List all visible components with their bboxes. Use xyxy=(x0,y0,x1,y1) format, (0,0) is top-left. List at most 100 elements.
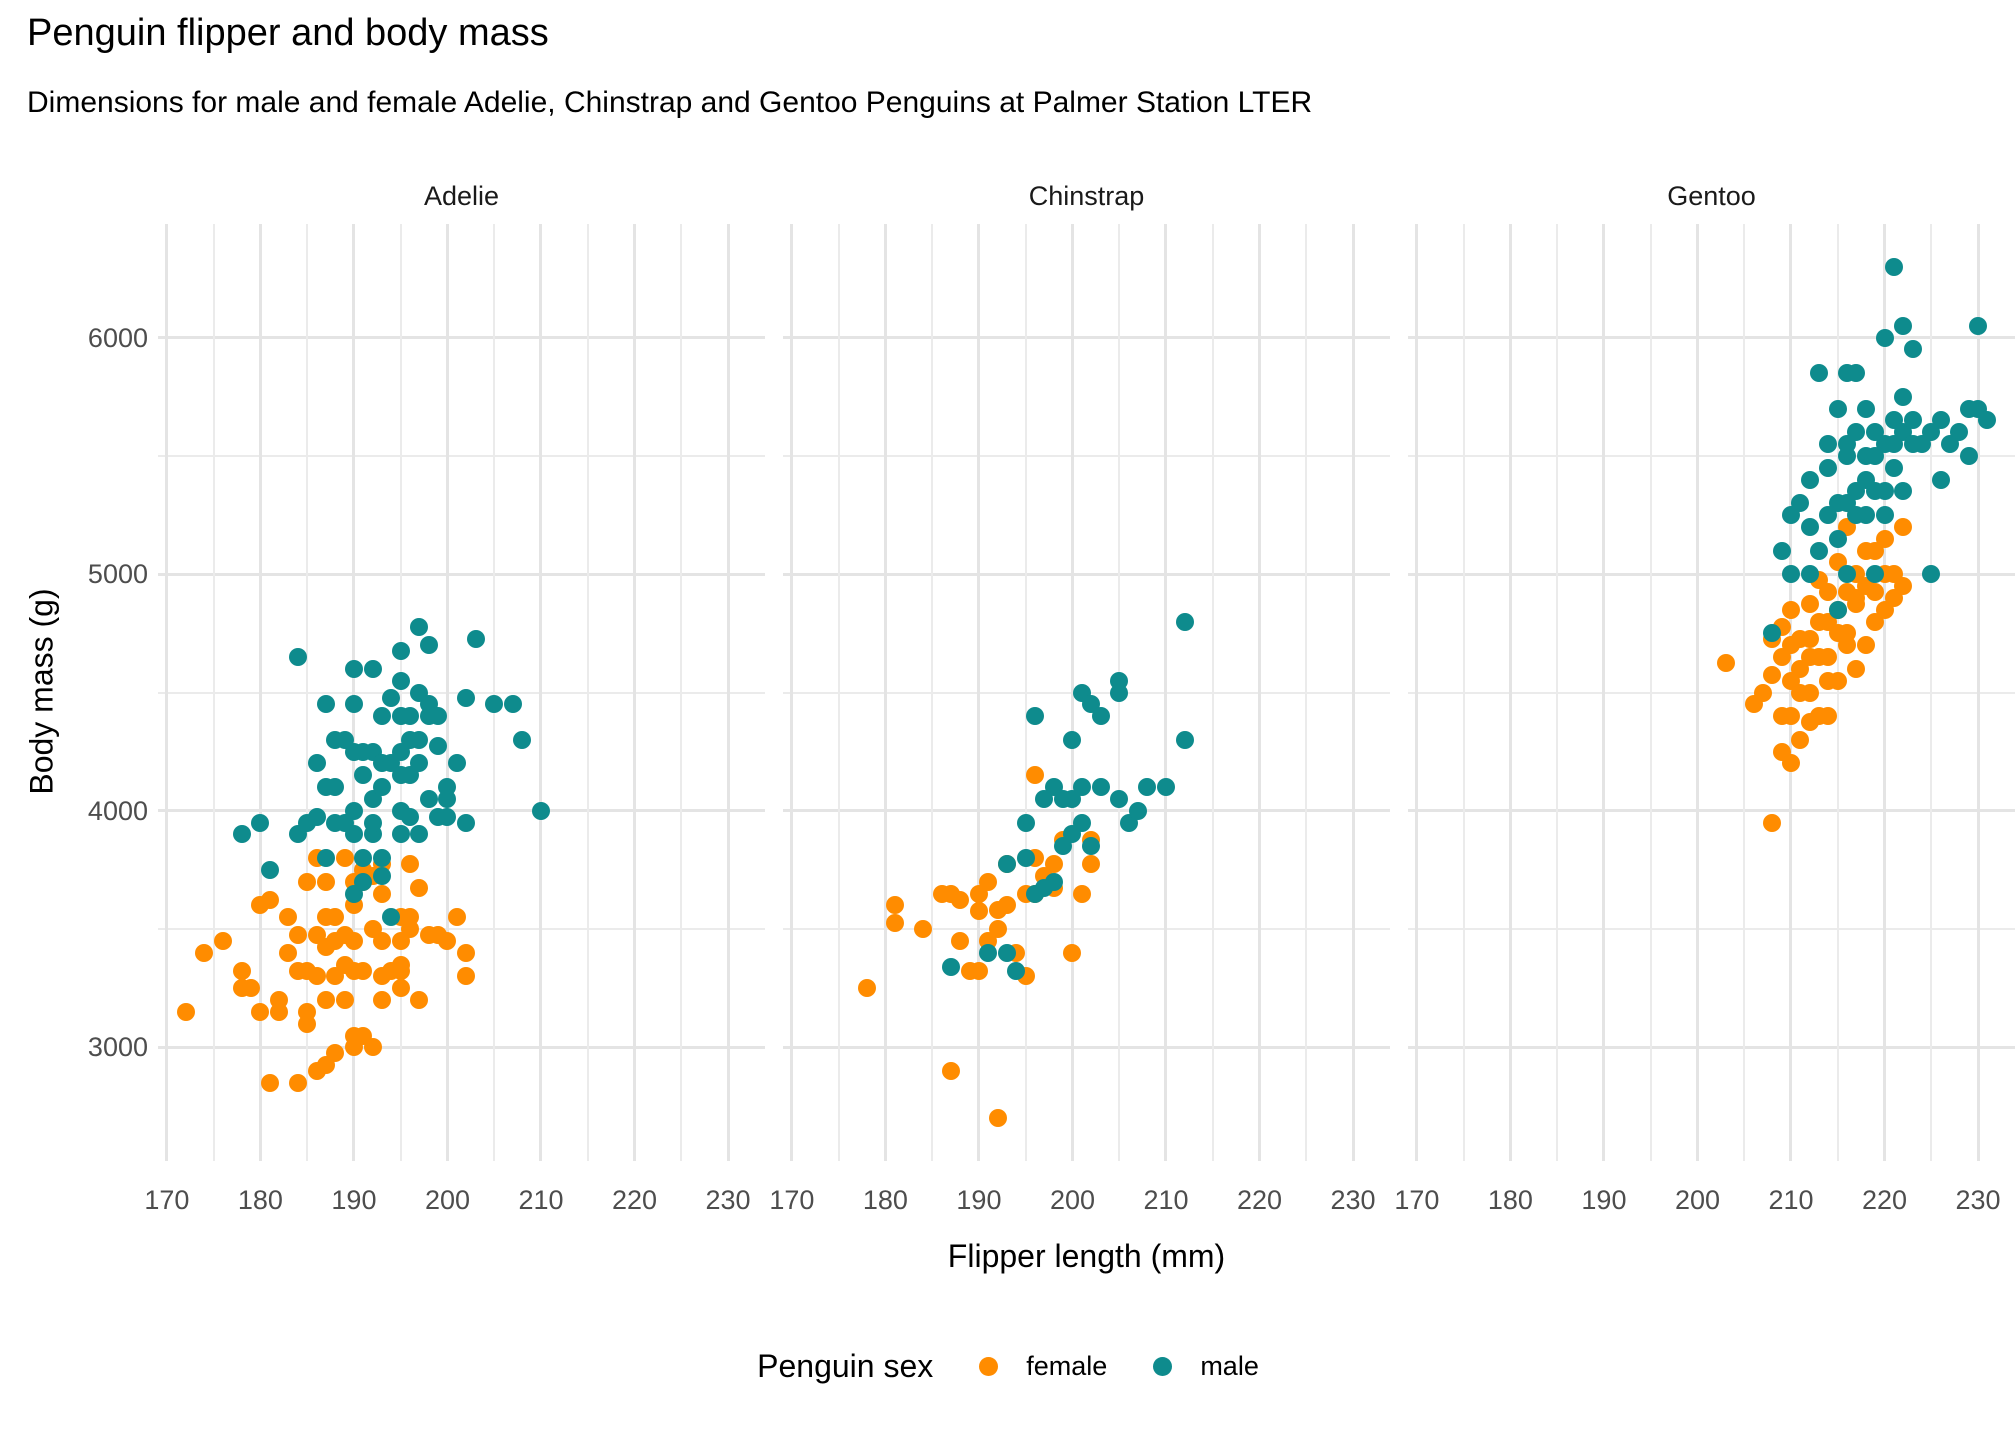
data-point-gentoo-male xyxy=(1894,387,1913,406)
data-point-adelie-male xyxy=(251,813,270,832)
data-point-gentoo-male xyxy=(1828,600,1847,619)
data-point-adelie-female xyxy=(195,943,214,962)
data-point-gentoo-female xyxy=(1800,594,1819,613)
x-tick-label: 180 xyxy=(862,1185,908,1215)
data-point-gentoo-female xyxy=(1800,683,1819,702)
data-point-chinstrap-female xyxy=(941,1062,960,1081)
data-point-adelie-male xyxy=(382,908,401,927)
data-point-adelie-male xyxy=(503,695,522,714)
x-tick-label: 170 xyxy=(769,1185,815,1215)
data-point-gentoo-male xyxy=(1847,423,1866,442)
data-point-gentoo-female xyxy=(1781,707,1800,726)
h-gridline xyxy=(1408,928,2015,931)
v-gridline xyxy=(790,224,794,1161)
data-point-chinstrap-male xyxy=(1044,872,1063,891)
data-point-gentoo-male xyxy=(1800,517,1819,536)
x-tick-label: 210 xyxy=(1143,1185,1189,1215)
h-gridline xyxy=(1408,572,2015,576)
h-gridline xyxy=(1408,336,2015,340)
data-point-gentoo-male xyxy=(1800,565,1819,584)
h-gridline xyxy=(158,1045,765,1049)
v-gridline xyxy=(931,224,934,1161)
data-point-adelie-male xyxy=(354,766,373,785)
data-point-gentoo-male xyxy=(1894,316,1913,335)
data-point-adelie-male xyxy=(401,807,420,826)
data-point-adelie-male xyxy=(307,754,326,773)
y-axis-title: Body mass (g) xyxy=(23,587,60,795)
x-tick-label: 230 xyxy=(1330,1185,1376,1215)
data-point-gentoo-male xyxy=(1931,411,1950,430)
facet-strip-chinstrap: Chinstrap xyxy=(1028,180,1145,211)
data-point-chinstrap-female xyxy=(979,872,998,891)
data-point-gentoo-male xyxy=(1959,446,1978,465)
data-point-chinstrap-female xyxy=(988,920,1007,939)
data-point-chinstrap-female xyxy=(885,914,904,933)
data-point-adelie-female xyxy=(307,967,326,986)
data-point-adelie-female xyxy=(335,991,354,1010)
data-point-adelie-male xyxy=(316,849,335,868)
v-gridline xyxy=(1305,224,1308,1161)
data-point-adelie-male xyxy=(344,659,363,678)
data-point-gentoo-male xyxy=(1791,494,1810,513)
v-gridline xyxy=(680,224,683,1161)
data-point-gentoo-male xyxy=(1800,470,1819,489)
h-gridline xyxy=(783,809,1390,813)
data-point-chinstrap-male xyxy=(1091,707,1110,726)
data-point-adelie-male xyxy=(373,866,391,885)
h-gridline xyxy=(783,336,1390,340)
data-point-adelie-male xyxy=(326,778,345,797)
y-tick-label: 3000 xyxy=(87,1032,148,1063)
data-point-adelie-female xyxy=(401,855,420,874)
data-point-chinstrap-female xyxy=(913,920,932,939)
x-tick-label: 200 xyxy=(424,1185,470,1215)
v-gridline xyxy=(352,224,356,1161)
female-dot-icon xyxy=(979,1357,999,1376)
data-point-chinstrap-male xyxy=(1072,813,1091,832)
data-point-chinstrap-female xyxy=(1026,766,1045,785)
data-point-adelie-male xyxy=(391,825,410,844)
data-point-gentoo-female xyxy=(1716,653,1735,672)
data-point-adelie-female xyxy=(298,1002,317,1021)
data-point-chinstrap-male xyxy=(1082,837,1101,856)
data-point-chinstrap-male xyxy=(1156,778,1175,797)
x-axis-title: Flipper length (mm) xyxy=(947,1238,1226,1274)
data-point-adelie-male xyxy=(485,695,504,714)
data-point-adelie-female xyxy=(391,979,410,998)
v-gridline xyxy=(977,224,981,1161)
x-tick-label: 180 xyxy=(1487,1185,1533,1215)
data-point-chinstrap-female xyxy=(1044,855,1063,874)
x-tick-label: 210 xyxy=(518,1185,564,1215)
data-point-chinstrap-male xyxy=(1026,707,1045,726)
data-point-adelie-male xyxy=(288,648,307,666)
data-point-adelie-male xyxy=(354,872,373,891)
data-point-adelie-male xyxy=(363,813,382,832)
v-gridline xyxy=(1070,224,1074,1161)
v-gridline xyxy=(1883,224,1887,1161)
legend-label-male: male xyxy=(1200,1351,1259,1381)
data-point-gentoo-male xyxy=(1838,565,1857,584)
v-gridline xyxy=(1743,224,1746,1161)
data-point-gentoo-male xyxy=(1828,399,1847,418)
data-point-gentoo-male xyxy=(1931,470,1950,489)
data-point-chinstrap-male xyxy=(941,957,960,976)
data-point-gentoo-female xyxy=(1866,582,1885,601)
data-point-adelie-male xyxy=(410,730,429,749)
data-point-adelie-female xyxy=(354,961,373,980)
data-point-adelie-male xyxy=(307,807,326,826)
data-point-adelie-female xyxy=(363,1038,382,1057)
data-point-adelie-female xyxy=(214,931,232,950)
h-gridline xyxy=(783,1045,1390,1049)
data-point-adelie-male xyxy=(391,642,410,661)
v-gridline xyxy=(1556,224,1559,1161)
h-gridline xyxy=(158,928,765,931)
data-point-gentoo-male xyxy=(1978,411,1997,430)
v-gridline xyxy=(726,224,730,1161)
v-gridline xyxy=(1024,224,1027,1161)
data-point-chinstrap-female xyxy=(857,979,876,998)
data-point-adelie-female xyxy=(410,991,429,1010)
h-gridline xyxy=(158,454,765,457)
v-gridline xyxy=(586,224,589,1161)
legend: Penguin sex female male xyxy=(0,1348,2016,1385)
data-point-chinstrap-female xyxy=(885,896,904,915)
